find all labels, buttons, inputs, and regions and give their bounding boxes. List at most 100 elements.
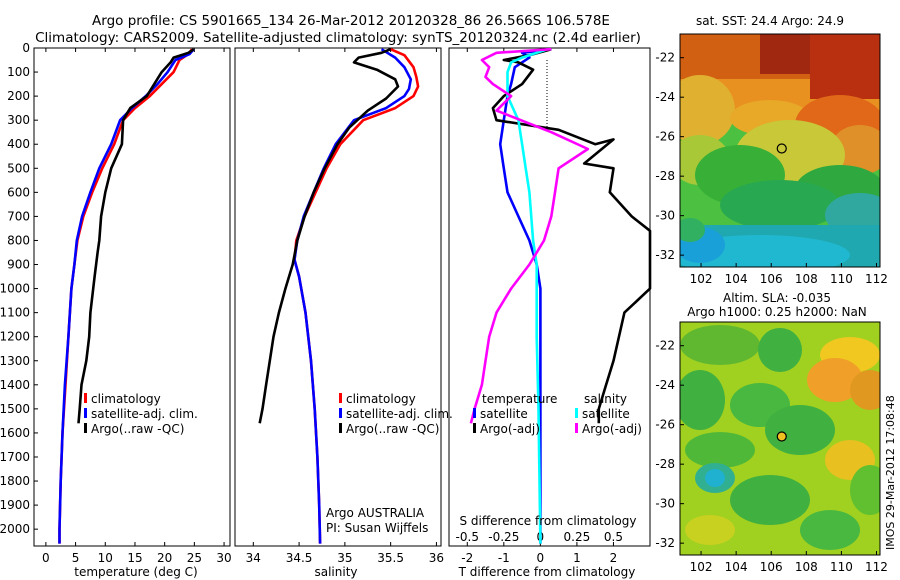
x-tick-label: 15 <box>127 551 142 565</box>
latitude-tick-label: -26 <box>655 418 675 432</box>
latitude-tick-label: -30 <box>655 209 675 223</box>
longitude-tick-label: 110 <box>830 560 853 574</box>
series-line-argo---raw--qc- <box>77 48 195 424</box>
legend-swatch-argo <box>339 423 342 433</box>
y-tick-label: 400 <box>7 137 30 151</box>
y-tick-label: 1700 <box>0 450 30 464</box>
y-tick-label: 2000 <box>0 522 30 536</box>
x-tick-label: 36 <box>429 551 444 565</box>
y-tick-label: 1600 <box>0 426 30 440</box>
legend-swatch-climatology <box>339 393 342 403</box>
y-tick-label: 1300 <box>0 354 30 368</box>
sla-map-title-line2: Argo h1000: 0.25 h2000: NaN <box>687 305 867 319</box>
imos-timestamp-label: IMOS 29-Mar-2012 17:08:48 <box>884 395 897 550</box>
legend-swatch-sal-argo <box>575 423 578 433</box>
series-line-argo--adj- <box>491 47 652 424</box>
y-tick-label: 300 <box>7 113 30 127</box>
sst-map-frame <box>679 33 881 268</box>
legend-heading-temperature: temperature <box>482 392 557 406</box>
difference-plot-frame <box>448 47 651 547</box>
temperature-panel: 0100200300400500600700800900100011001200… <box>0 41 232 579</box>
y-tick-label: 200 <box>7 89 30 103</box>
y-tick-label: 800 <box>7 233 30 247</box>
difference-legend: temperature satellite Argo(-adj) salinit… <box>473 392 642 436</box>
figure-title-line1: Argo profile: CS 5901665_134 26-Mar-2012… <box>92 13 610 29</box>
argo-location-marker <box>776 143 787 154</box>
sla-map-title-line1: Altim. SLA: -0.035 <box>723 291 831 305</box>
series-line-satellite-adj--clim- <box>58 48 195 544</box>
latitude-tick-label: -28 <box>655 457 675 471</box>
argo-program-annotation: Argo AUSTRALIA <box>326 506 425 520</box>
x-tick-label: 30 <box>216 551 231 565</box>
y-tick-label: 1900 <box>0 498 30 512</box>
salinity-plot-frame <box>234 47 442 547</box>
y-tick-label: 500 <box>7 161 30 175</box>
top-x-tick-label: -0.5 <box>456 530 479 544</box>
sla-map-field <box>680 322 880 555</box>
y-tick-label: 100 <box>7 65 30 79</box>
pi-annotation: PI: Susan Wijffels <box>326 521 428 535</box>
x-tick-label: 20 <box>157 551 172 565</box>
series-line-argo--adj- <box>469 47 590 424</box>
temperature-xlabel: temperature (deg C) <box>74 565 197 579</box>
difference-xlabel: T difference from climatology <box>458 565 636 579</box>
latitude-tick-label: -24 <box>655 378 675 392</box>
x-tick-label: 35.5 <box>377 551 404 565</box>
series-line-climatology <box>58 48 194 544</box>
latitude-tick-label: -32 <box>655 248 675 262</box>
sst-map-title: sat. SST: 24.4 Argo: 24.9 <box>696 14 844 28</box>
difference-panel: -2 -1 0 1 2 -0.5 -0.25 0 0.25 0.5 T difference f… <box>448 47 652 579</box>
difference-top-xlabel: S difference from climatology <box>460 514 637 528</box>
legend-label-sal-argo: Argo(-adj) <box>582 422 642 436</box>
latitude-tick-label: -32 <box>655 536 675 550</box>
legend-label-satellite: satellite-adj. clim. <box>91 407 198 421</box>
top-x-tick-label: 0.25 <box>564 530 591 544</box>
x-tick-label: 10 <box>98 551 113 565</box>
sst-map: sat. SST: 24.4 Argo: 24.9 102 104 106 108 11… <box>655 14 888 286</box>
y-tick-label: 700 <box>7 209 30 223</box>
longitude-tick-label: 108 <box>795 272 818 286</box>
temperature-plot-frame <box>33 47 231 547</box>
series-line-climatology <box>293 48 420 544</box>
legend-heading-salinity: salinity <box>584 392 627 406</box>
y-tick-label: 1100 <box>0 306 30 320</box>
x-tick-label: 0 <box>42 551 50 565</box>
salinity-panel: 34 34.5 35 35.5 36 salinity climatology sate… <box>234 47 453 579</box>
y-tick-label: 1200 <box>0 330 30 344</box>
sla-map-frame <box>679 321 881 556</box>
legend-label-temp-argo: Argo(-adj) <box>480 422 540 436</box>
latitude-tick-label: -22 <box>655 339 675 353</box>
temperature-legend: climatology satellite-adj. clim. Argo(..… <box>84 392 198 436</box>
longitude-tick-label: 102 <box>690 560 713 574</box>
x-tick-label: 0 <box>537 551 545 565</box>
y-tick-label: 1000 <box>0 282 30 296</box>
y-tick-label: 600 <box>7 185 30 199</box>
legend-label-temp-satellite: satellite <box>480 407 528 421</box>
top-x-tick-label: -0.25 <box>488 530 519 544</box>
sla-map: Altim. SLA: -0.035 Argo h1000: 0.25 h200… <box>655 291 888 574</box>
legend-swatch-satellite <box>339 408 342 418</box>
legend-label-sal-satellite: satellite <box>582 407 630 421</box>
legend-swatch-temp-argo <box>473 423 476 433</box>
x-tick-label: 34.5 <box>286 551 313 565</box>
x-tick-label: 34 <box>246 551 261 565</box>
salinity-xlabel: salinity <box>314 565 357 579</box>
legend-label-argo: Argo(..raw -QC) <box>91 422 184 436</box>
series-line-argo---raw--qc- <box>258 47 400 424</box>
longitude-tick-label: 104 <box>725 560 748 574</box>
legend-swatch-argo <box>84 423 87 433</box>
longitude-tick-label: 112 <box>865 272 888 286</box>
longitude-tick-label: 106 <box>760 272 783 286</box>
legend-label-argo: Argo(..raw -QC) <box>346 422 439 436</box>
longitude-tick-label: 106 <box>760 560 783 574</box>
latitude-tick-label: -24 <box>655 90 675 104</box>
y-tick-label: 1500 <box>0 402 30 416</box>
legend-label-climatology: climatology <box>346 392 416 406</box>
y-tick-label: 1800 <box>0 474 30 488</box>
legend-label-satellite: satellite-adj. clim. <box>346 407 453 421</box>
latitude-tick-label: -30 <box>655 497 675 511</box>
legend-swatch-sal-satellite <box>575 408 578 418</box>
x-tick-label: 5 <box>72 551 80 565</box>
x-tick-label: -1 <box>498 551 510 565</box>
